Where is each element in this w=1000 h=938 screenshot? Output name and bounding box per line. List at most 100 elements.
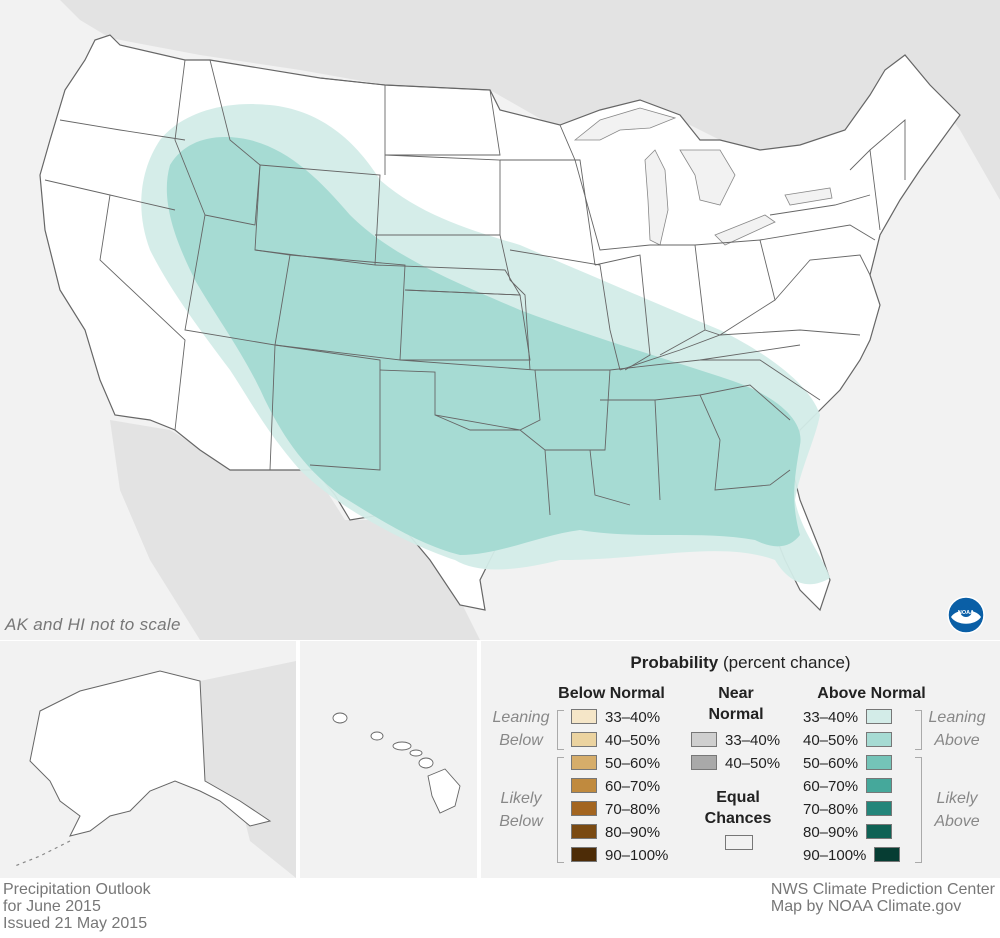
below-swatch: [571, 755, 597, 770]
above-label: 90–100%: [803, 847, 867, 864]
below-label: 33–40%: [605, 709, 661, 726]
below-item: 70–80%: [571, 800, 660, 820]
footer-outlook-info: Precipitation Outlook for June 2015 Issu…: [3, 881, 151, 932]
below-swatch: [571, 847, 597, 862]
above-item: 80–90%: [803, 823, 893, 843]
legend-title: Probability (percent chance): [481, 653, 1000, 673]
below-label: 80–90%: [605, 824, 661, 841]
above-label: 50–60%: [803, 755, 859, 772]
alaska-land: [29, 670, 272, 837]
below-swatch: [571, 824, 597, 839]
below-label: 60–70%: [605, 778, 661, 795]
footer-credits: NWS Climate Prediction Center Map by NOA…: [771, 881, 995, 915]
footer-outlook-period: for June 2015: [3, 898, 101, 915]
legend-title-suffix: (percent chance): [723, 653, 851, 672]
footer-issue-date: Issued 21 May 2015: [3, 915, 148, 932]
above-item: 40–50%: [803, 731, 893, 751]
leaning-above-label: Leaning Above: [921, 706, 993, 752]
hawaii-map: [332, 712, 461, 814]
near-label: 40–50%: [725, 755, 781, 772]
above-swatch: [866, 709, 893, 724]
above-item: 50–60%: [803, 754, 893, 774]
below-item: 60–70%: [571, 777, 660, 797]
canada-yukon-land: [200, 661, 296, 878]
likely-below-bracket: [557, 757, 564, 863]
near-normal-header: Near Normal: [691, 683, 781, 725]
footer-outlook-title: Precipitation Outlook: [3, 881, 151, 898]
above-swatch: [874, 847, 901, 862]
leaning-below-line2: Below: [499, 732, 543, 749]
above-swatch: [866, 755, 893, 770]
above-label: 40–50%: [803, 732, 859, 749]
equal-chances-swatch: [725, 835, 753, 850]
state-borders: [44, 59, 906, 516]
legend-title-main: Probability: [630, 653, 719, 672]
hawaii-islands: [332, 712, 461, 814]
outlook-above-40-50: [166, 137, 801, 555]
below-item: 80–90%: [571, 823, 660, 843]
hawaii-inset: [300, 641, 477, 878]
equal-chances-line1: Equal: [716, 789, 760, 806]
below-label: 90–100%: [605, 847, 669, 864]
below-item: 40–50%: [571, 731, 660, 751]
near-label: 33–40%: [725, 732, 781, 749]
near-swatch: [691, 755, 717, 770]
svg-text:NOAA: NOAA: [958, 610, 974, 616]
above-label: 60–70%: [803, 778, 859, 795]
below-item: 33–40%: [571, 708, 660, 728]
below-label: 50–60%: [605, 755, 661, 772]
above-item: 90–100%: [803, 846, 901, 866]
below-label: 40–50%: [605, 732, 661, 749]
lake-ontario: [784, 187, 833, 206]
near-normal-header-line2: Normal: [708, 706, 764, 723]
above-label: 80–90%: [803, 824, 859, 841]
above-swatch: [866, 801, 893, 816]
inset-scale-note: AK and HI not to scale: [5, 615, 181, 634]
leaning-above-line2: Above: [934, 732, 980, 749]
lake-huron: [679, 149, 736, 206]
below-swatch: [571, 709, 597, 724]
likely-above-line2: Above: [934, 813, 980, 830]
above-swatch: [866, 778, 893, 793]
leaning-above-line1: Leaning: [928, 709, 986, 726]
near-normal-header-line1: Near: [718, 685, 754, 702]
leaning-above-bracket: [915, 710, 922, 750]
footer-credit-map: Map by NOAA Climate.gov: [770, 898, 962, 915]
near-item: 33–40%: [691, 731, 780, 751]
above-item: 33–40%: [803, 708, 893, 728]
noaa-logo: NOAA: [947, 596, 985, 634]
likely-above-bracket: [915, 757, 922, 863]
below-swatch: [571, 778, 597, 793]
alaska-map: [14, 661, 296, 878]
leaning-below-label: Leaning Below: [485, 706, 557, 752]
main-map: [0, 0, 1000, 640]
near-swatch: [691, 732, 717, 747]
equal-chances-header: Equal Chances: [693, 787, 783, 829]
near-item: 40–50%: [691, 754, 780, 774]
below-normal-header: Below Normal: [558, 685, 665, 702]
lake-michigan: [644, 149, 669, 246]
above-swatch: [866, 732, 893, 747]
aleutian-islands: [14, 840, 71, 867]
above-item: 70–80%: [803, 800, 893, 820]
conus-map: [39, 0, 1000, 640]
likely-above-label: Likely Above: [921, 787, 993, 833]
below-label: 70–80%: [605, 801, 661, 818]
equal-chances-line2: Chances: [704, 810, 772, 827]
likely-above-line1: Likely: [936, 790, 978, 807]
above-item: 60–70%: [803, 777, 893, 797]
footer-credit-cpc: NWS Climate Prediction Center: [770, 881, 995, 898]
alaska-inset: [0, 641, 296, 878]
likely-below-line2: Below: [499, 813, 543, 830]
lake-erie: [714, 214, 776, 246]
above-label: 70–80%: [803, 801, 859, 818]
leaning-below-bracket: [557, 710, 564, 750]
legend-panel: Probability (percent chance) Below Norma…: [481, 641, 1000, 878]
above-normal-header: Above Normal: [817, 685, 926, 702]
lake-superior: [573, 107, 677, 141]
mexico-land: [110, 420, 480, 640]
likely-below-label: Likely Below: [485, 787, 557, 833]
above-swatch: [866, 824, 893, 839]
below-swatch: [571, 732, 597, 747]
below-item: 50–60%: [571, 754, 660, 774]
